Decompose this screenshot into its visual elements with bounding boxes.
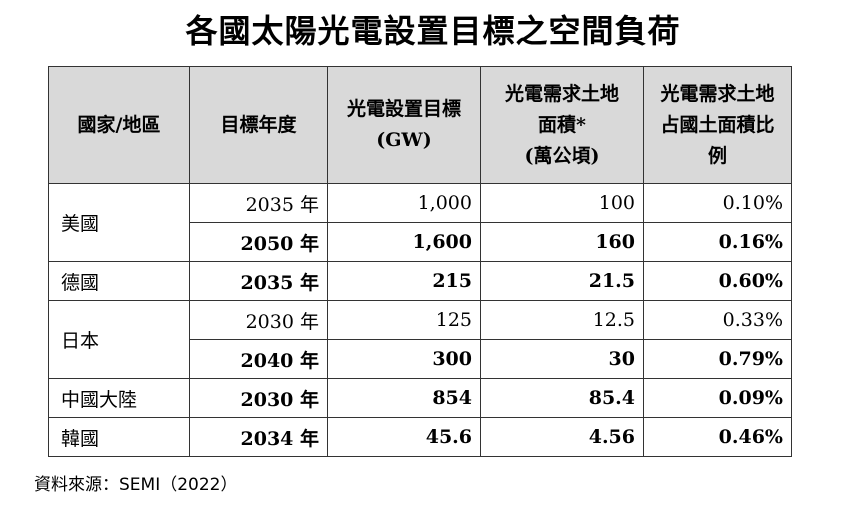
year-cell: 2035 年 [189, 261, 328, 301]
target-cell: 1,600 [327, 222, 481, 262]
ratio-cell: 0.46% [643, 417, 792, 457]
country-cell: 韓國 [48, 417, 190, 457]
area-cell: 21.5 [480, 261, 644, 301]
table-row: 2040 年 300 30 0.79% [49, 339, 792, 379]
header-line: 例 [707, 144, 727, 167]
ratio-cell: 0.09% [643, 378, 792, 418]
area-cell: 4.56 [480, 417, 644, 457]
year-cell: 2035 年 [189, 183, 328, 223]
ratio-cell: 0.10% [643, 183, 792, 223]
area-cell: 100 [480, 183, 644, 223]
table-row: 美國 2035 年 1,000 100 0.10% [48, 183, 792, 262]
ratio-cell: 0.16% [643, 222, 792, 262]
target-cell: 1,000 [327, 183, 481, 223]
header-land-ratio: 光電需求土地 占國土面積比例 [643, 66, 792, 184]
target-cell: 215 [327, 261, 481, 301]
table-row: 德國 2035 年 215 21.5 0.60% [48, 261, 792, 301]
header-line: (萬公頃) [524, 144, 600, 167]
country-cell: 美國 [48, 183, 190, 262]
area-cell: 12.5 [480, 300, 644, 340]
year-cell: 2030 年 [189, 300, 328, 340]
area-cell: 30 [480, 339, 644, 379]
year-cell: 2034 年 [189, 417, 328, 457]
header-land-area: 光電需求土地 面積* (萬公頃) [480, 66, 644, 184]
ratio-cell: 0.33% [643, 300, 792, 340]
ratio-cell: 0.60% [643, 261, 792, 301]
header-row: 國家/地區 目標年度 光電設置目標 (GW) 光電需求土地 面積* (萬公頃) 光電需… [48, 66, 792, 184]
solar-target-table: 國家/地區 目標年度 光電設置目標 (GW) 光電需求土地 面積* (萬公頃) 光電需… [48, 66, 792, 457]
area-cell: 160 [480, 222, 644, 262]
year-cell: 2050 年 [189, 222, 328, 262]
table-row: 日本 2030 年 125 12.5 0.33% [48, 300, 792, 379]
header-line: (GW) [376, 129, 432, 151]
header-line: 光電設置目標 [346, 98, 461, 120]
area-cell: 85.4 [480, 378, 644, 418]
header-line: 光電需求土地 [504, 82, 619, 105]
table-row: 2050 年 1,600 160 0.16% [49, 222, 792, 262]
year-cell: 2030 年 [189, 378, 328, 418]
header-year: 目標年度 [189, 66, 328, 184]
header-line: 光電需求土地 [660, 82, 775, 105]
country-cell: 德國 [48, 261, 190, 301]
header-line: 占國土面積比 [660, 113, 775, 136]
target-cell: 300 [327, 339, 481, 379]
header-line: 國家/地區 [77, 113, 161, 136]
target-cell: 125 [327, 300, 481, 340]
header-country: 國家/地區 [48, 66, 190, 184]
table-row: 韓國 2034 年 45.6 4.56 0.46% [48, 417, 792, 457]
year-cell: 2040 年 [189, 339, 328, 379]
target-cell: 854 [327, 378, 481, 418]
target-cell: 45.6 [327, 417, 481, 457]
page-title: 各國太陽光電設置目標之空間負荷 [185, 12, 681, 50]
country-cell: 日本 [48, 300, 190, 379]
country-cell: 中國大陸 [48, 378, 190, 418]
header-line: 面積* [538, 113, 586, 136]
table-row: 中國大陸 2030 年 854 85.4 0.09% [48, 378, 792, 418]
ratio-cell: 0.79% [643, 339, 792, 379]
source-note: 資料來源：SEMI（2022） [34, 475, 238, 495]
header-target: 光電設置目標 (GW) [327, 66, 481, 184]
header-line: 目標年度 [220, 113, 297, 136]
